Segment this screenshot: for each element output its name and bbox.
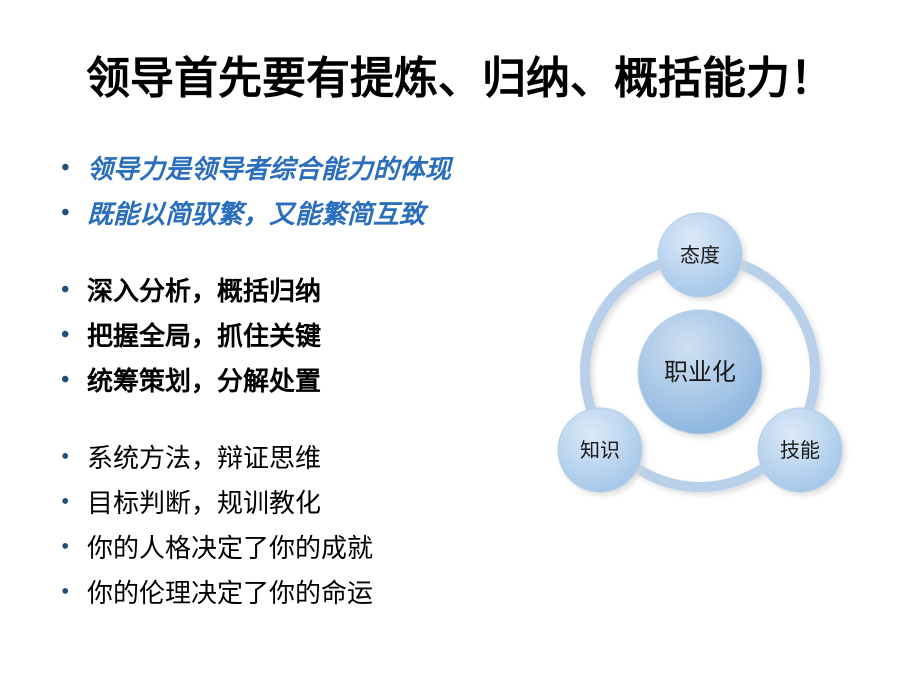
svg-text:职业化: 职业化	[664, 359, 736, 386]
bullet-content: 领导力是领导者综合能力的体现 既能以简驭繁，又能繁简互致 深入分析，概括归纳 把…	[55, 150, 555, 619]
bullet-bold: 把握全局，抓住关键	[55, 317, 555, 356]
svg-text:知识: 知识	[580, 439, 620, 462]
svg-text:技能: 技能	[780, 439, 820, 462]
circle-diagram: 职业化 态度知识 技能	[530, 200, 870, 540]
bullet-list: 领导力是领导者综合能力的体现 既能以简驭繁，又能繁简互致	[55, 150, 555, 234]
bullet-list: 深入分析，概括归纳 把握全局，抓住关键 统筹策划，分解处置	[55, 272, 555, 401]
bullet-plain: 你的人格决定了你的成就	[55, 529, 555, 568]
bullet-blue: 领导力是领导者综合能力的体现	[55, 150, 555, 189]
bullet-list: 系统方法，辩证思维 目标判断，规训教化 你的人格决定了你的成就 你的伦理决定了你…	[55, 439, 555, 613]
bullet-bold: 统筹策划，分解处置	[55, 362, 555, 401]
bullet-blue: 既能以简驭繁，又能繁简互致	[55, 195, 555, 234]
bullet-bold: 深入分析，概括归纳	[55, 272, 555, 311]
bullet-plain: 你的伦理决定了你的命运	[55, 574, 555, 613]
slide-title: 领导首先要有提炼、归纳、概括能力！	[0, 42, 920, 106]
bullet-plain: 系统方法，辩证思维	[55, 439, 555, 478]
bullet-plain: 目标判断，规训教化	[55, 484, 555, 523]
svg-text:态度: 态度	[680, 244, 720, 267]
